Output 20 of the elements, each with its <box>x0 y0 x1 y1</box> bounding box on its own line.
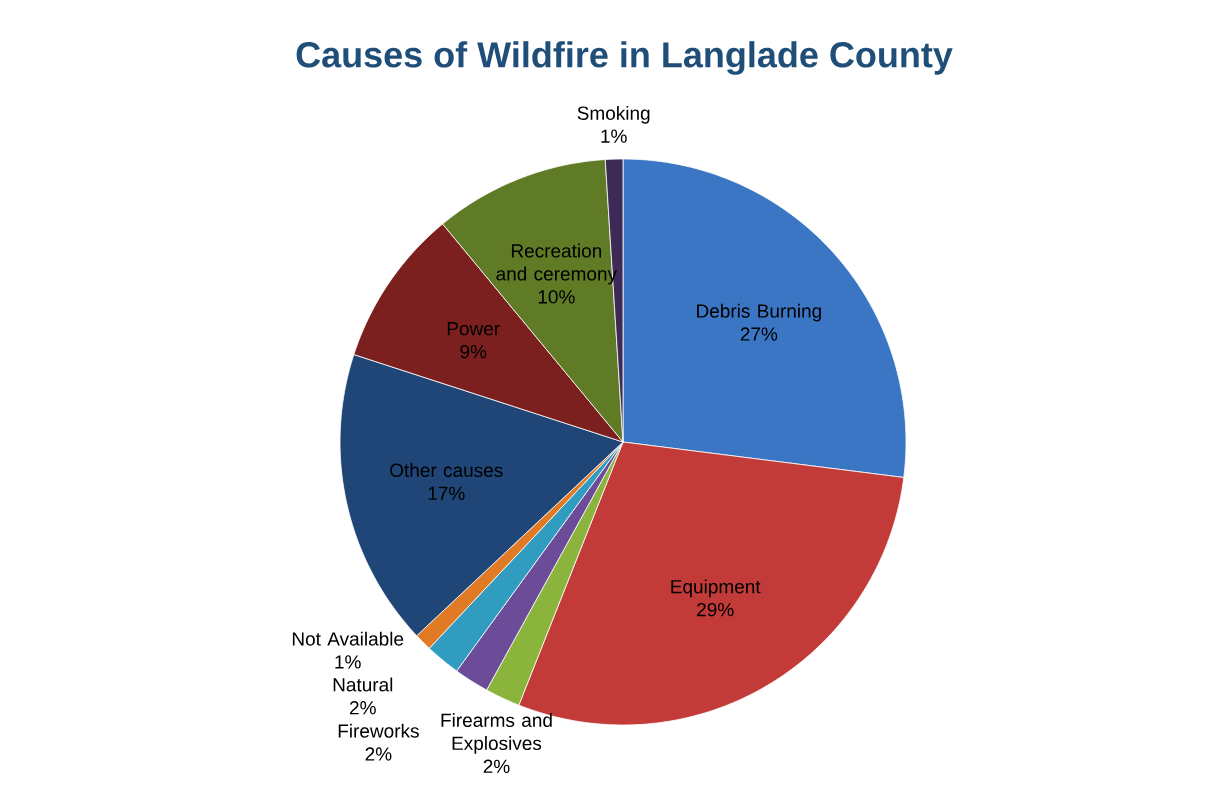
slice-label: Equipment <box>671 579 761 598</box>
chart-title: Causes of Wildfire in Langlade County <box>296 41 953 75</box>
slice-label: Power <box>447 322 500 336</box>
data-label: 10% <box>538 290 575 304</box>
data-label: 9% <box>460 344 487 359</box>
slice-label: Natural <box>333 677 393 692</box>
data-label: 29% <box>697 602 734 617</box>
data-label: 2% <box>365 747 392 761</box>
data-label: 1% <box>335 655 361 669</box>
data-label: 27% <box>740 327 778 341</box>
data-label: 17% <box>428 486 465 500</box>
data-label: 2% <box>350 701 376 715</box>
slice-label: Firearms and Explosives <box>441 713 552 754</box>
slice-label: Not Available <box>292 631 404 646</box>
slice-label: Debris Burning <box>697 303 821 322</box>
slice-label: Smoking <box>577 105 650 124</box>
data-label: 2% <box>483 759 510 773</box>
data-label: 1% <box>601 129 627 143</box>
slice-label: Other causes <box>390 463 503 478</box>
slice-label: Fireworks <box>338 723 419 738</box>
